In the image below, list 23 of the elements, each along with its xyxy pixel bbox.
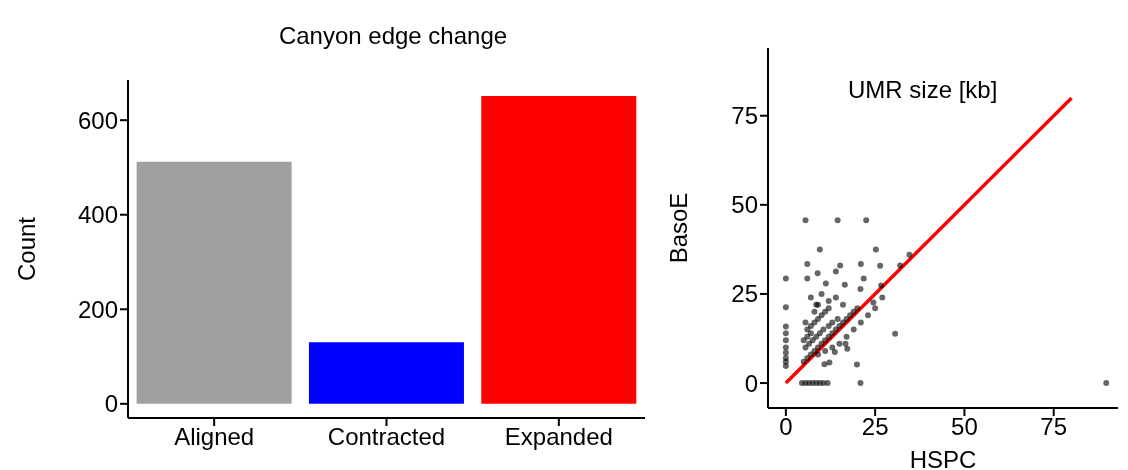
y-tick-label: 25 <box>731 280 758 308</box>
text: UMR size [kb] <box>848 76 998 104</box>
y-tick-label: 0 <box>104 390 118 418</box>
x-axis-title: HSPC <box>909 446 977 470</box>
x-tick-label: 75 <box>1040 413 1068 441</box>
y-tick-label: 50 <box>731 191 758 219</box>
y-tick-label: 75 <box>731 102 758 130</box>
y-tick-label: 600 <box>77 106 118 134</box>
y-axis-title: Count <box>12 216 40 282</box>
bar <box>481 96 637 404</box>
bar <box>136 161 292 404</box>
y-tick-label: 400 <box>77 201 118 229</box>
chart-title: Canyon edge change <box>277 22 509 50</box>
x-tick-label: 25 <box>861 413 889 441</box>
bar <box>308 342 464 404</box>
y-axis-title: BasoE <box>664 192 692 264</box>
y-tick-label: 200 <box>77 295 118 323</box>
x-tick-label: 0 <box>779 413 793 441</box>
x-tick-label: 50 <box>951 413 978 441</box>
x-tick-label: Aligned <box>174 423 255 451</box>
x-tick-label: Contracted <box>327 423 446 451</box>
y-tick-label: 0 <box>744 369 758 397</box>
x-tick-label: Expanded <box>504 423 613 451</box>
